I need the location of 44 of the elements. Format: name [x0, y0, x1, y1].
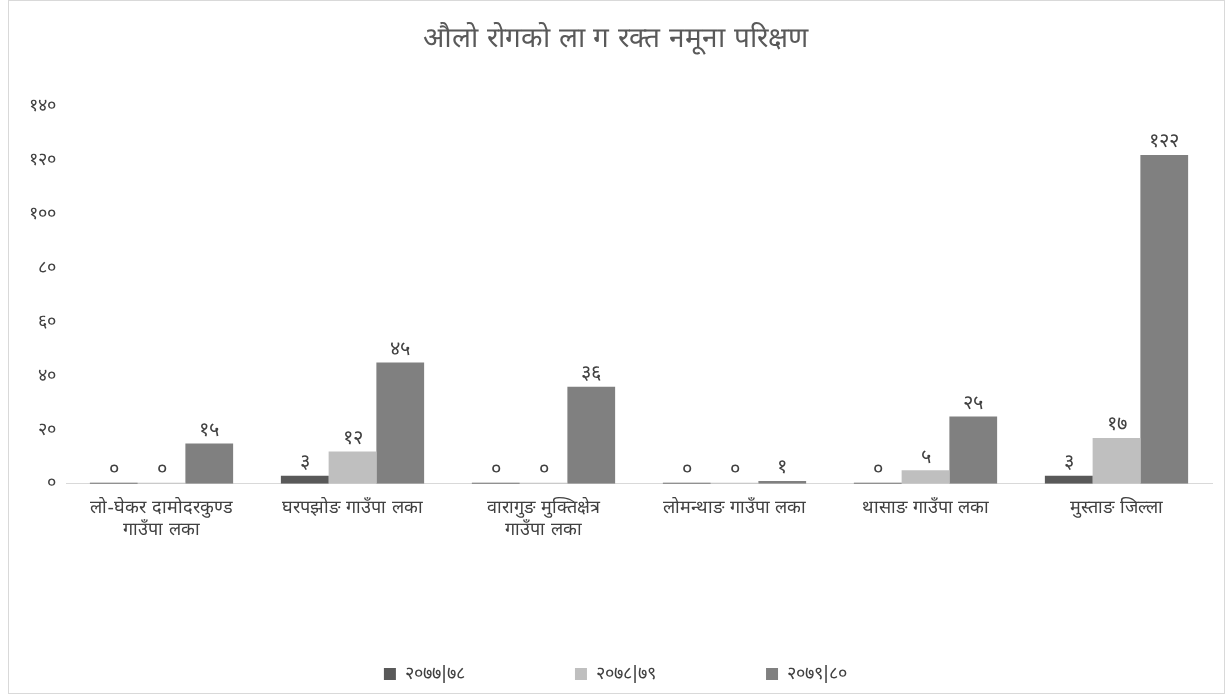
y-tick-label: १२० — [29, 148, 56, 170]
y-tick-label: १४० — [29, 94, 56, 116]
data-label: ५ — [920, 443, 931, 468]
x-tick-label: वारागुङ मुक्तिक्षेत्र गाउँपा लका — [487, 496, 601, 539]
bar — [949, 416, 998, 484]
data-label: ० — [872, 456, 883, 480]
y-tick-label: १०० — [29, 202, 56, 224]
data-label: ४५ — [390, 335, 411, 360]
data-label: ३ — [299, 448, 310, 473]
x-tick-label: थासाङ गाउँपा लका — [861, 496, 990, 518]
legend-label: २०७९|८० — [787, 661, 848, 683]
bar — [1092, 438, 1141, 484]
legend-label: २०७८|७९ — [595, 661, 657, 683]
data-label: ० — [490, 456, 501, 480]
y-tick-label: ६० — [38, 309, 56, 331]
bar — [185, 443, 234, 484]
y-tick-label: ४० — [38, 363, 56, 385]
data-label: ० — [108, 456, 119, 480]
x-tick-label: लो-घेकर दामोदरकुण्ड गाउँपा लका — [90, 496, 233, 539]
bar — [1140, 155, 1189, 484]
data-label: ३६ — [581, 360, 602, 385]
y-tick-label: ८० — [38, 255, 56, 277]
y-tick-label: ० — [47, 471, 56, 493]
data-label: १५ — [199, 416, 220, 441]
data-label: ० — [681, 456, 692, 480]
bar — [901, 470, 950, 484]
data-label: १७ — [1106, 411, 1127, 436]
data-label: ० — [156, 456, 167, 480]
bar — [328, 451, 377, 484]
data-label: १ — [777, 454, 788, 479]
x-tick-label: लोमन्थाङ गाउँपा लका — [662, 496, 807, 518]
bar — [376, 362, 425, 484]
data-label: ० — [538, 456, 549, 480]
y-tick-label: २० — [38, 417, 56, 439]
x-tick-label: मुस्ताङ जिल्ला — [1070, 496, 1163, 519]
x-tick-label: घरपझोङ गाउँपा लका — [282, 496, 423, 518]
bar — [567, 386, 616, 484]
data-label: ० — [729, 456, 740, 480]
data-label: १२ — [342, 424, 363, 449]
data-label: ३ — [1063, 448, 1074, 473]
data-label: २५ — [963, 389, 984, 414]
chart-title: औलो रोगको ला ग रक्त नमूना परिक्षण — [422, 21, 810, 56]
data-label: १२२ — [1149, 128, 1180, 153]
legend-label: २०७७|७८ — [404, 661, 465, 683]
